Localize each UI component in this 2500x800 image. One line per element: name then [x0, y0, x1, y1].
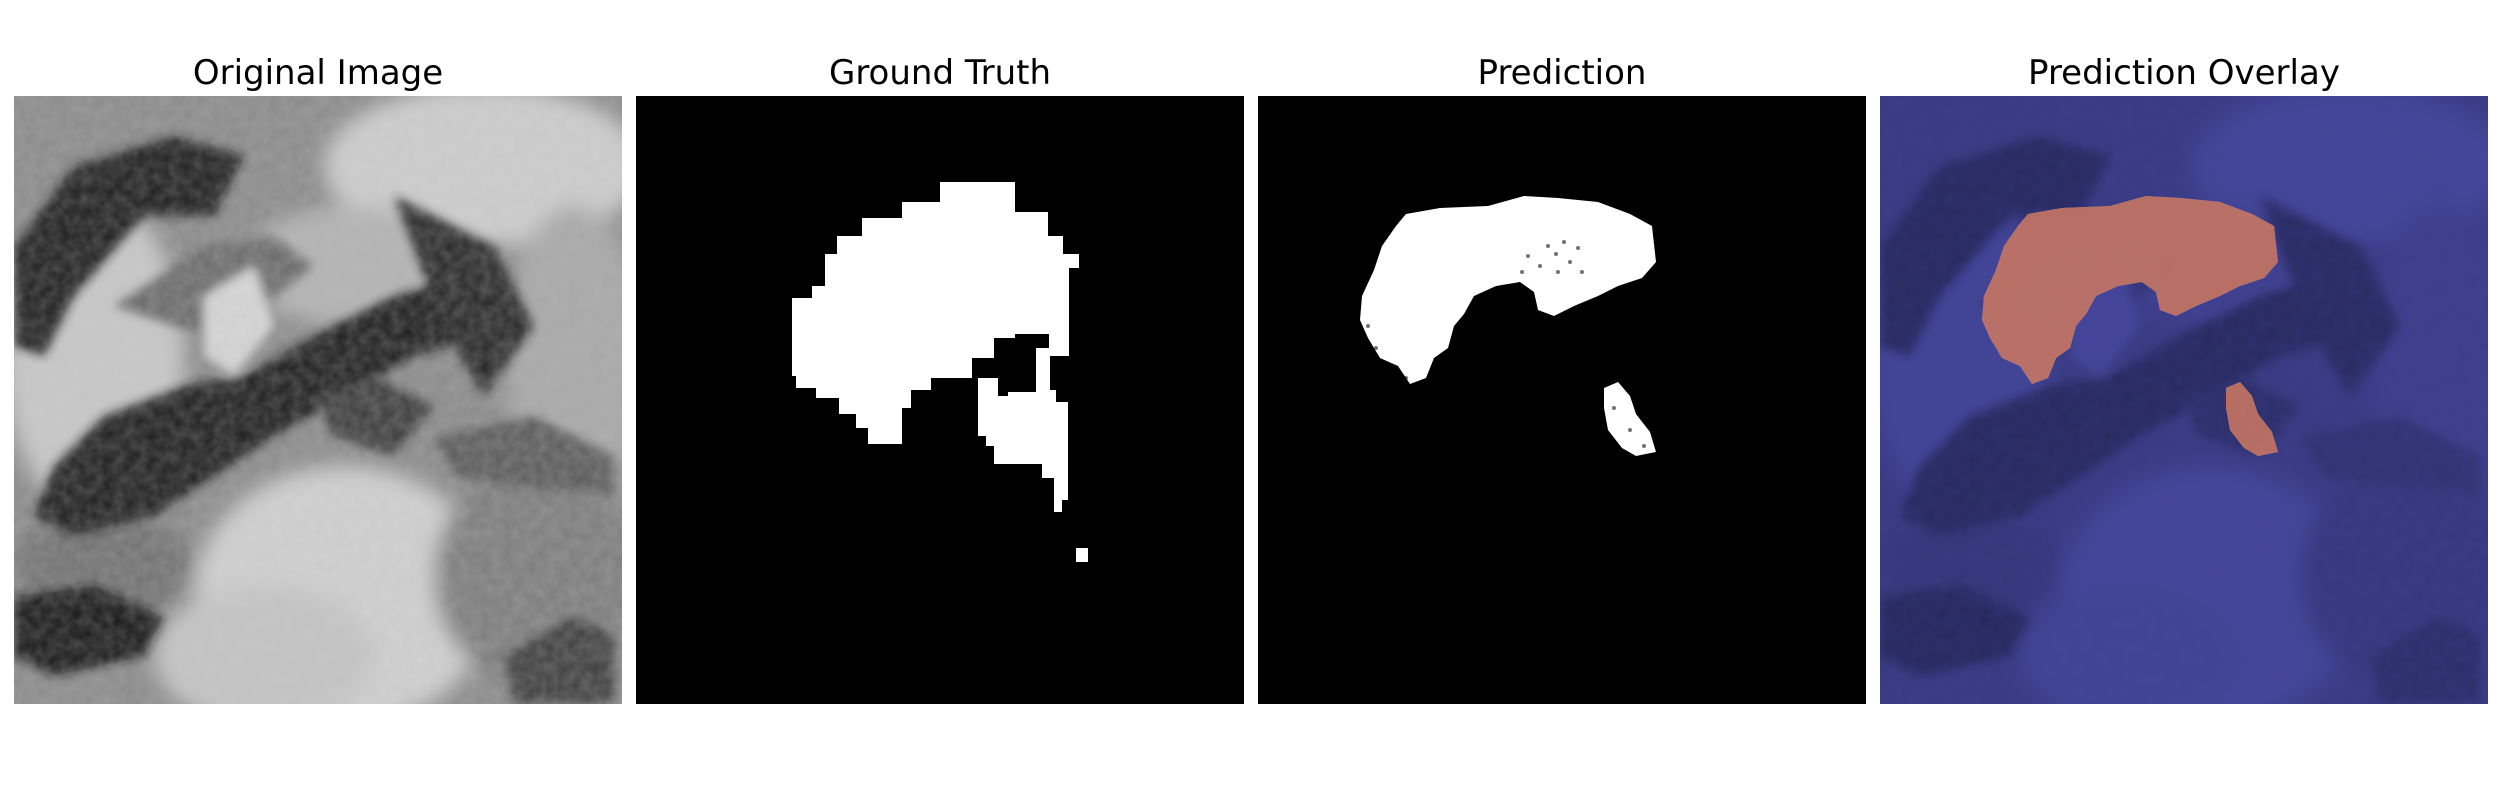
original-image [14, 96, 622, 704]
panel-prediction-overlay: Prediction Overlay [1880, 50, 2488, 704]
panel-title: Prediction [1477, 53, 1647, 93]
prediction-mask [1258, 96, 1866, 704]
prediction-overlay [1880, 96, 2488, 704]
panel-ground-truth: Ground Truth [636, 50, 1244, 704]
panel-title: Ground Truth [828, 53, 1052, 93]
panel-original-image: Original Image [14, 50, 622, 704]
panel-prediction: Prediction [1258, 50, 1866, 704]
ground-truth-mask [636, 96, 1244, 704]
panel-title: Prediction Overlay [2028, 53, 2340, 93]
panel-title: Original Image [192, 53, 444, 93]
